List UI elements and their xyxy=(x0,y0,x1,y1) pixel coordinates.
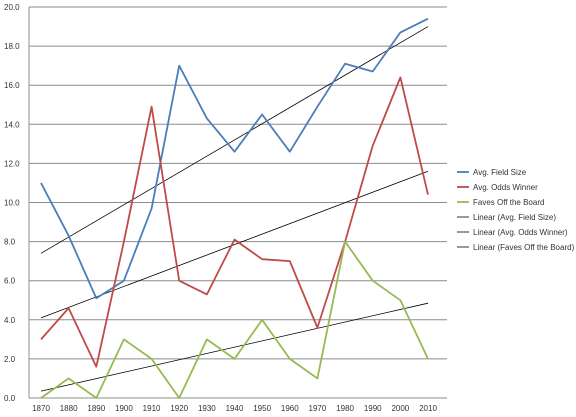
legend-label: Linear (Avg. Odds Winner) xyxy=(473,228,568,237)
series-line xyxy=(40,240,429,399)
x-tick-label: 1900 xyxy=(115,404,133,413)
y-tick-label: 0.0 xyxy=(4,394,16,403)
axes xyxy=(28,7,447,399)
y-tick-label: 16.0 xyxy=(4,81,20,90)
x-tick-label: 1880 xyxy=(60,404,78,413)
x-tick-label: 1930 xyxy=(198,404,216,413)
y-tick-label: 14.0 xyxy=(4,120,20,129)
legend-label: Avg. Odds Winner xyxy=(473,183,538,192)
x-tick-label: 1920 xyxy=(170,404,188,413)
y-axis-tick-labels: 0.0 2.0 4.0 6.0 8.0 10.0 12.0 14.0 16.0 18.0 20.0 xyxy=(4,3,20,403)
y-tick-label: 20.0 xyxy=(4,3,20,12)
x-tick-label: 1980 xyxy=(336,404,354,413)
y-tick-label: 4.0 xyxy=(4,316,16,325)
x-tick-label: 1910 xyxy=(143,404,161,413)
legend-label: Avg. Field Size xyxy=(473,168,527,177)
y-tick-label: 18.0 xyxy=(4,42,20,51)
x-axis-tick-labels: 1870 1880 1890 1900 1910 1920 1930 1940 1950 1960… xyxy=(32,404,437,413)
y-tick-label: 10.0 xyxy=(4,199,20,208)
x-tick-label: 1940 xyxy=(226,404,244,413)
x-tick-label: 1990 xyxy=(364,404,382,413)
x-tick-label: 1890 xyxy=(87,404,105,413)
series-line xyxy=(40,17,429,300)
x-tick-label: 1960 xyxy=(281,404,299,413)
y-tick-label: 8.0 xyxy=(4,238,16,247)
data-series xyxy=(40,17,429,399)
trendline xyxy=(40,302,429,392)
y-tick-label: 2.0 xyxy=(4,355,16,364)
legend-label: Linear (Avg. Field Size) xyxy=(473,213,556,222)
x-tick-label: 2000 xyxy=(391,404,409,413)
x-tick-label: 1950 xyxy=(253,404,271,413)
legend-label: Linear (Faves Off the Board) xyxy=(473,243,575,252)
x-tick-label: 2010 xyxy=(419,404,437,413)
gridlines xyxy=(29,6,447,360)
y-tick-label: 6.0 xyxy=(4,277,16,286)
trendlines xyxy=(40,26,429,392)
x-tick-label: 1970 xyxy=(309,404,327,413)
trendline xyxy=(40,26,429,254)
x-tick-label: 1870 xyxy=(32,404,50,413)
y-tick-label: 12.0 xyxy=(4,159,20,168)
series-line xyxy=(40,76,429,368)
legend: Avg. Field Size Avg. Odds Winner Faves Off… xyxy=(457,168,575,252)
legend-label: Faves Off the Board xyxy=(473,198,544,207)
